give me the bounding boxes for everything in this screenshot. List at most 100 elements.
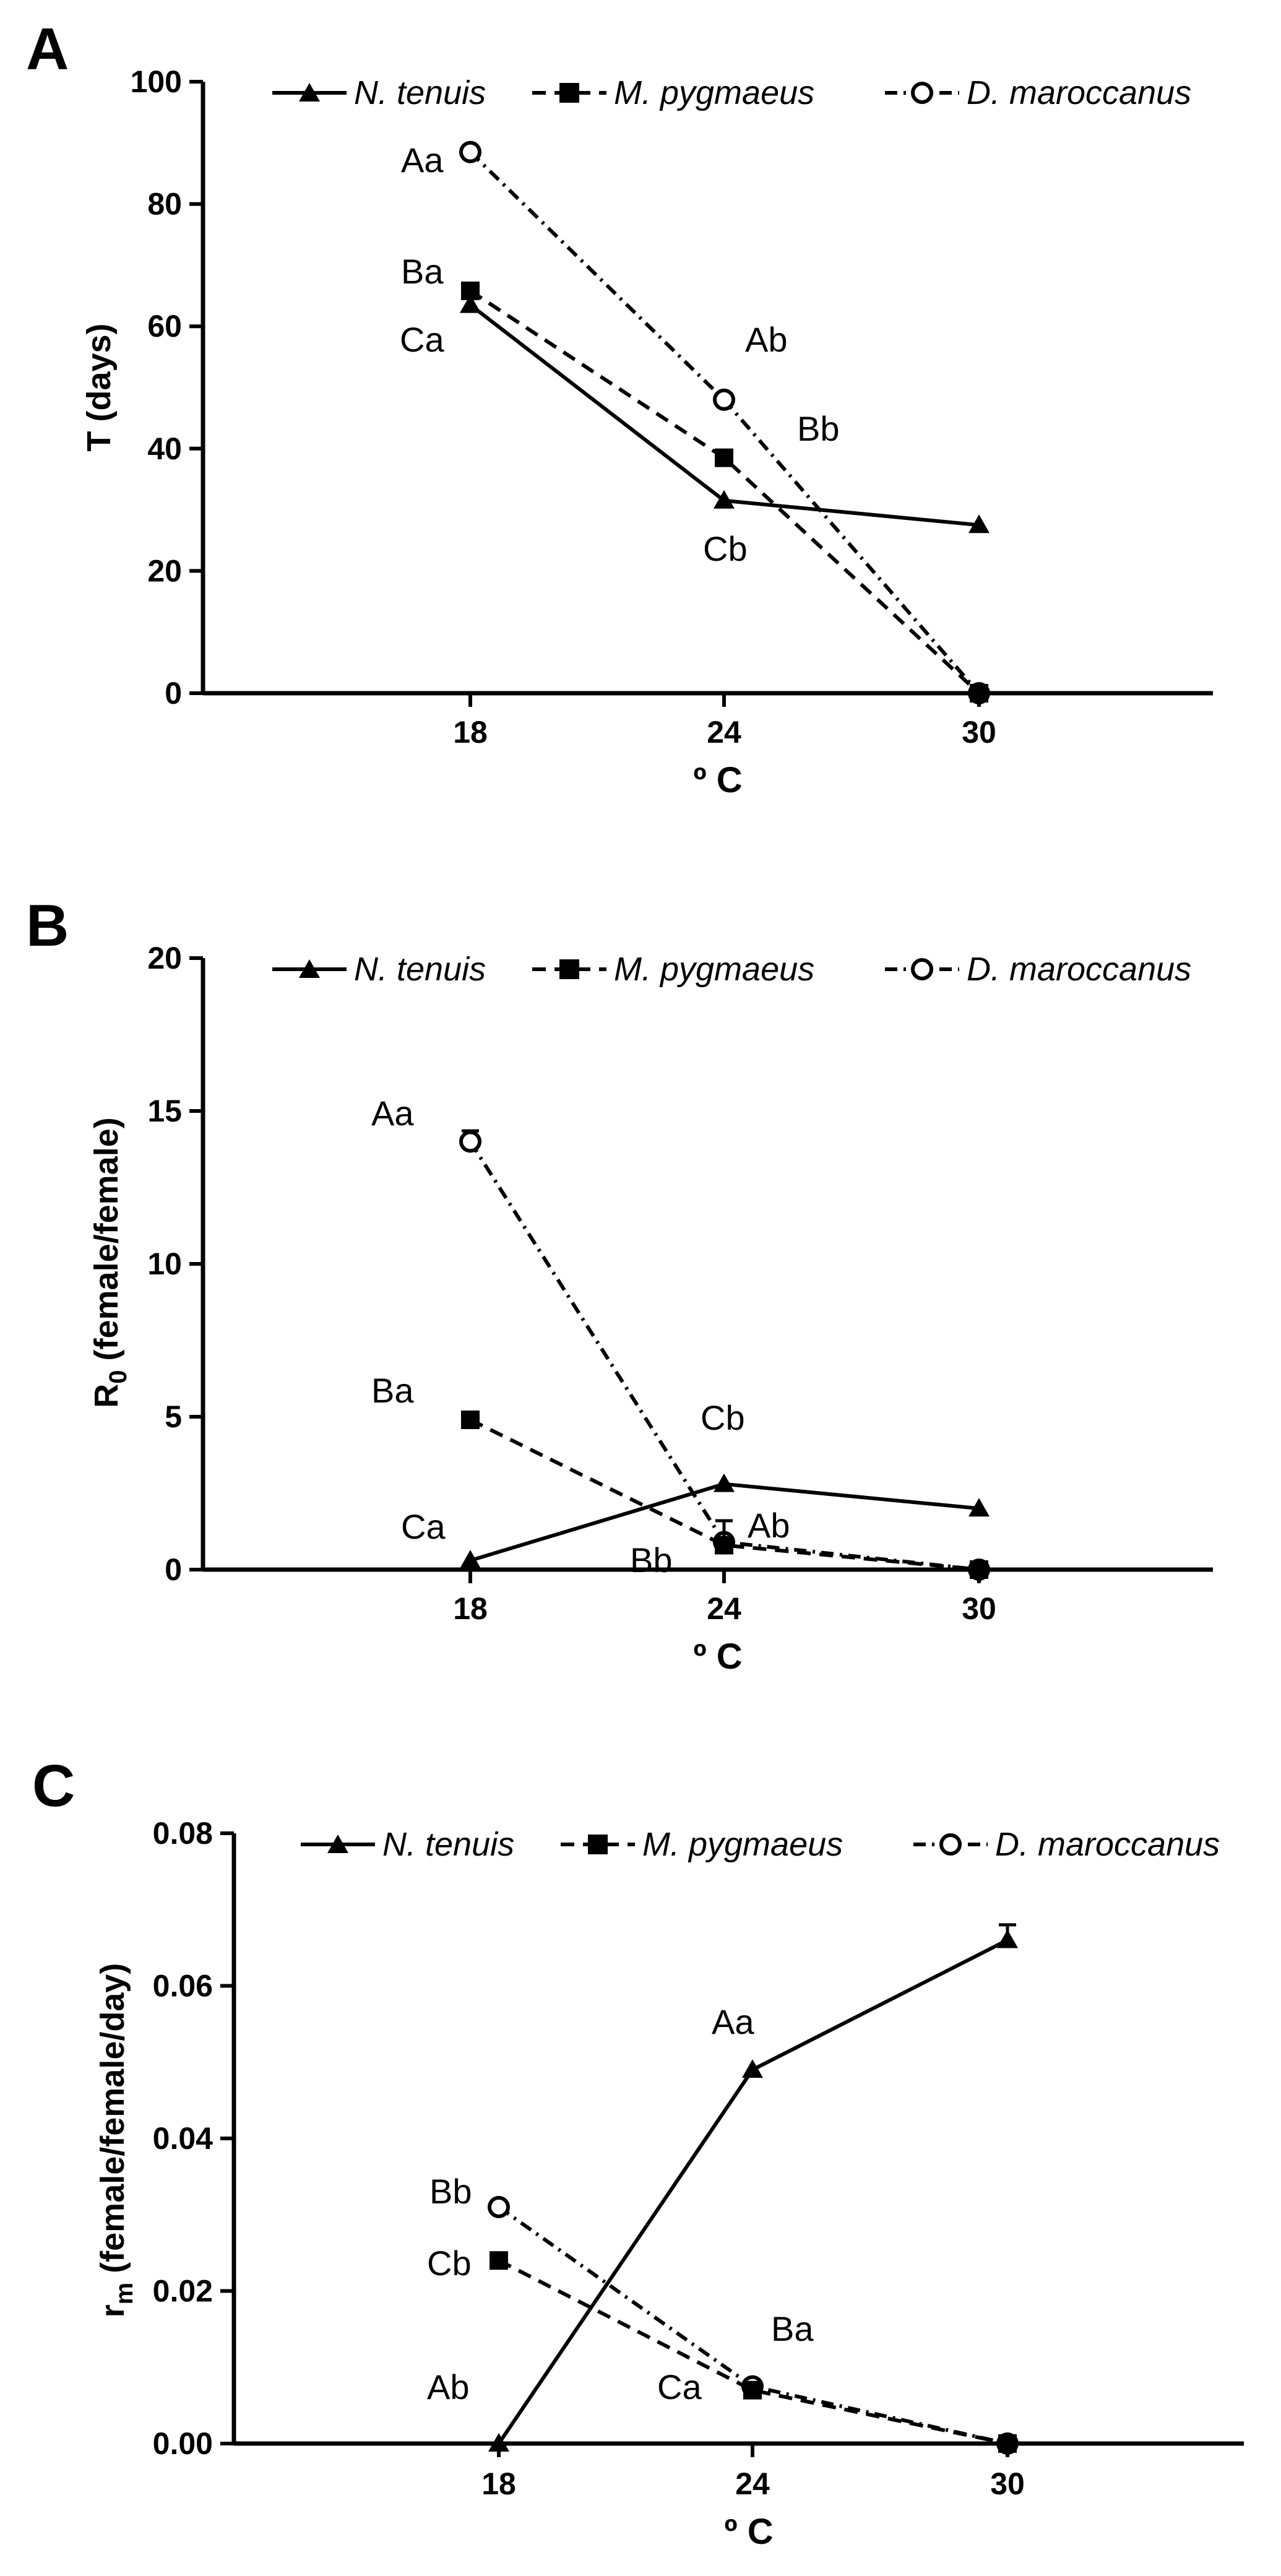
data-point xyxy=(459,140,481,163)
annotation: Cb xyxy=(701,1398,745,1437)
legend-marker-m-pygmaeus xyxy=(559,83,579,103)
series-line xyxy=(498,2258,1008,2445)
data-point xyxy=(714,1473,735,1492)
data-point xyxy=(715,448,733,467)
data-point xyxy=(968,514,990,534)
legend-marker-m-pygmaeus xyxy=(559,959,579,979)
data-point xyxy=(714,490,735,509)
x-tick-label: 18 xyxy=(453,1591,488,1626)
data-point xyxy=(488,2433,509,2452)
x-ticks-b: 18 24 30 xyxy=(453,1570,996,1626)
x-axis-label-b: º C xyxy=(693,1636,742,1677)
annotation: Ab xyxy=(748,1506,790,1545)
y-tick-label: 20 xyxy=(147,941,182,975)
y-tick-label: 20 xyxy=(147,553,182,588)
data-point xyxy=(713,388,735,411)
legend-a: N. tenuis M. pygmaeus D. maroccanus xyxy=(272,74,1191,111)
annotation: Ca xyxy=(400,320,444,359)
legend-marker-n-tenuis xyxy=(299,959,320,978)
data-point xyxy=(461,1410,480,1429)
y-tick-label: 0.02 xyxy=(153,2274,213,2309)
legend-b: N. tenuis M. pygmaeus D. maroccanus xyxy=(272,951,1191,988)
x-axis-label-a: º C xyxy=(693,760,742,800)
y-tick-label: 80 xyxy=(147,187,182,222)
y-tick-label: 0.04 xyxy=(153,2121,214,2156)
data-point xyxy=(459,1130,481,1153)
legend-marker-n-tenuis xyxy=(327,1835,348,1853)
series-line xyxy=(468,150,981,694)
data-point xyxy=(460,294,481,313)
annotation: Ab xyxy=(745,320,788,359)
data-point xyxy=(460,1550,481,1569)
legend-label-m-pygmaeus: M. pygmaeus xyxy=(642,1826,843,1863)
series-line xyxy=(469,289,981,695)
legend-c: N. tenuis M. pygmaeus D. maroccanus xyxy=(301,1826,1220,1863)
y-axis-label-b: R0 (female/female) xyxy=(88,1117,132,1407)
x-tick-label: 30 xyxy=(962,1591,996,1626)
data-point xyxy=(742,2059,763,2078)
series-layer-a xyxy=(459,140,990,704)
legend-label-m-pygmaeus: M. pygmaeus xyxy=(614,951,814,988)
series-layer-c xyxy=(488,1923,1019,2455)
y-ticks-c: 0.00 0.02 0.04 0.06 0.08 xyxy=(153,1816,234,2461)
annotation: Bb xyxy=(630,1541,673,1580)
y-tick-label: 0.06 xyxy=(153,1969,213,2003)
annotation: Ab xyxy=(427,2367,470,2406)
y-tick-label: 5 xyxy=(165,1399,182,1434)
data-point xyxy=(970,1560,988,1579)
legend-marker-m-pygmaeus xyxy=(588,1835,608,1854)
panel-letter-b: B xyxy=(26,893,69,959)
y-tick-label: 0 xyxy=(165,1552,182,1587)
legend-label-n-tenuis: N. tenuis xyxy=(382,1826,514,1863)
annotation: Cb xyxy=(703,529,748,568)
legend-label-d-maroccanus: D. maroccanus xyxy=(995,1826,1220,1863)
legend-label-n-tenuis: N. tenuis xyxy=(354,74,486,111)
annotations-a: Aa Ba Ca Ab Bb Cb xyxy=(400,140,840,568)
x-tick-label: 24 xyxy=(707,1591,741,1626)
annotation: Ba xyxy=(371,1371,414,1410)
annotation: Ca xyxy=(657,2367,702,2406)
annotation: Ca xyxy=(401,1507,446,1546)
legend-marker-d-maroccanus xyxy=(911,958,933,980)
x-tick-label: 18 xyxy=(481,2466,516,2501)
series-line xyxy=(498,2205,1008,2445)
annotation: Aa xyxy=(712,2002,754,2041)
y-tick-label: 0.00 xyxy=(153,2426,213,2461)
data-point xyxy=(488,2195,510,2218)
annotation: Bb xyxy=(429,2172,472,2211)
x-tick-label: 24 xyxy=(707,715,741,750)
annotation: Ba xyxy=(771,2309,814,2348)
y-axis-label-c: rm (female/female/day) xyxy=(94,1963,138,2318)
panel-letter-a: A xyxy=(26,16,69,82)
data-point xyxy=(743,2380,762,2400)
legend-marker-d-maroccanus xyxy=(939,1833,962,1856)
x-tick-label: 18 xyxy=(453,715,488,750)
y-tick-label: 10 xyxy=(147,1247,182,1281)
legend-marker-n-tenuis xyxy=(299,83,320,102)
series-layer-b xyxy=(459,1129,990,1581)
x-tick-label: 30 xyxy=(990,2466,1025,2501)
legend-label-d-maroccanus: D. maroccanus xyxy=(967,74,1191,111)
x-axis-label-c: º C xyxy=(724,2512,773,2552)
data-point xyxy=(968,1498,990,1517)
annotations-b: Aa Ba Ca Cb Ab Bb xyxy=(371,1094,790,1580)
series-line xyxy=(468,1140,980,1571)
annotation: Aa xyxy=(371,1094,414,1133)
x-ticks-a: 18 24 30 xyxy=(453,693,996,750)
y-tick-label: 15 xyxy=(147,1094,182,1128)
data-point xyxy=(970,684,988,702)
data-point xyxy=(998,2434,1017,2453)
panel-b: B 0 5 10 15 20 18 24 30 R0 (female/female) º C… xyxy=(26,893,1213,1677)
y-tick-label: 0.08 xyxy=(153,1816,213,1851)
panel-letter-c: C xyxy=(32,1753,75,1819)
y-tick-label: 100 xyxy=(131,64,182,99)
x-tick-label: 30 xyxy=(962,715,996,750)
legend-label-n-tenuis: N. tenuis xyxy=(354,951,486,988)
annotation: Bb xyxy=(797,409,840,448)
annotation: Cb xyxy=(427,2244,472,2283)
annotation: Aa xyxy=(401,140,444,179)
legend-marker-d-maroccanus xyxy=(911,82,933,104)
x-tick-label: 24 xyxy=(735,2466,770,2501)
panel-a: A 0 20 40 60 80 100 18 24 30 T (days) º C N. te… xyxy=(26,16,1213,800)
